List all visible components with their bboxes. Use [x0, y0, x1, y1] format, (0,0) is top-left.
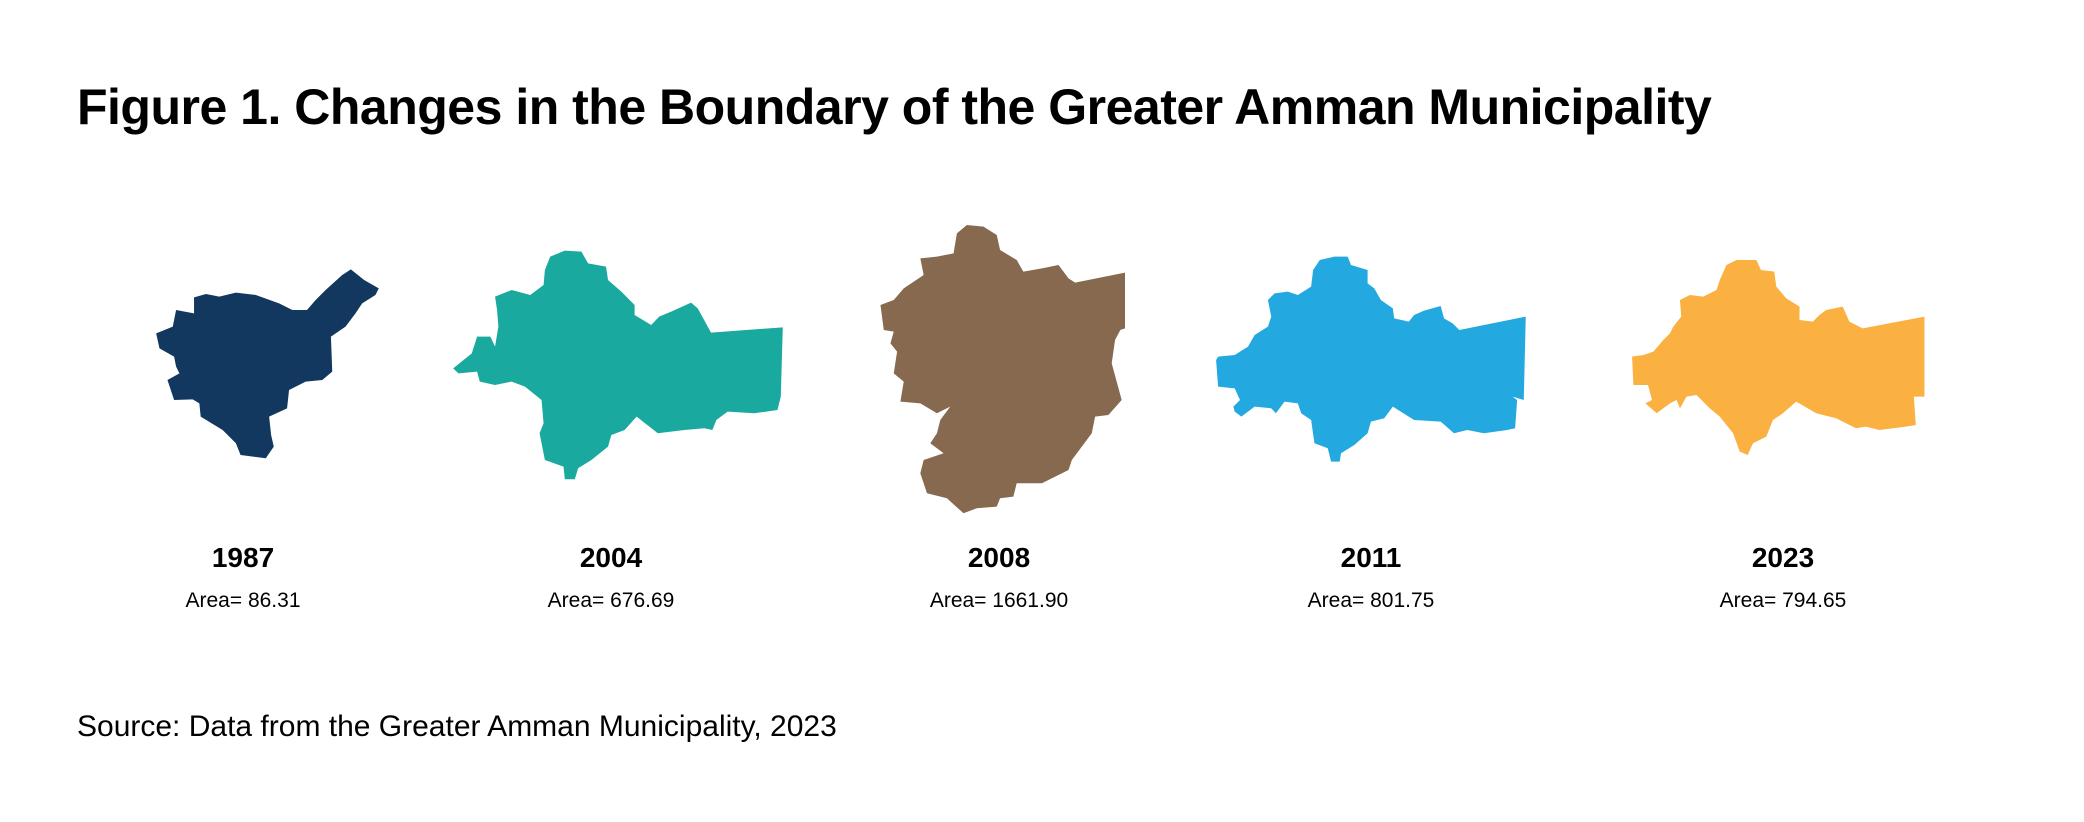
boundary-shape-2023	[1632, 259, 1925, 455]
map-year-label: 2011	[1340, 542, 1402, 573]
map-area-label: Area= 86.31	[185, 589, 301, 612]
map-area-label: Area= 794.65	[1719, 589, 1847, 612]
map-year-label: 2023	[1751, 542, 1815, 573]
boundary-shape-2008	[880, 224, 1125, 514]
map-area-label: Area= 801.75	[1307, 589, 1435, 612]
boundary-shape-1987	[156, 269, 379, 459]
map-area-label: Area= 676.69	[547, 589, 675, 612]
source-note: Source: Data from the Greater Amman Muni…	[77, 710, 837, 743]
map-year-label: 1987	[211, 542, 275, 573]
map-year-label: 2004	[579, 542, 643, 573]
boundary-shape-2011	[1216, 256, 1526, 462]
boundary-shape-2004	[453, 250, 783, 480]
map-area-label: Area= 1661.90	[929, 589, 1069, 612]
figure-title: Figure 1. Changes in the Boundary of the…	[77, 79, 1712, 135]
map-year-label: 2008	[967, 542, 1031, 573]
